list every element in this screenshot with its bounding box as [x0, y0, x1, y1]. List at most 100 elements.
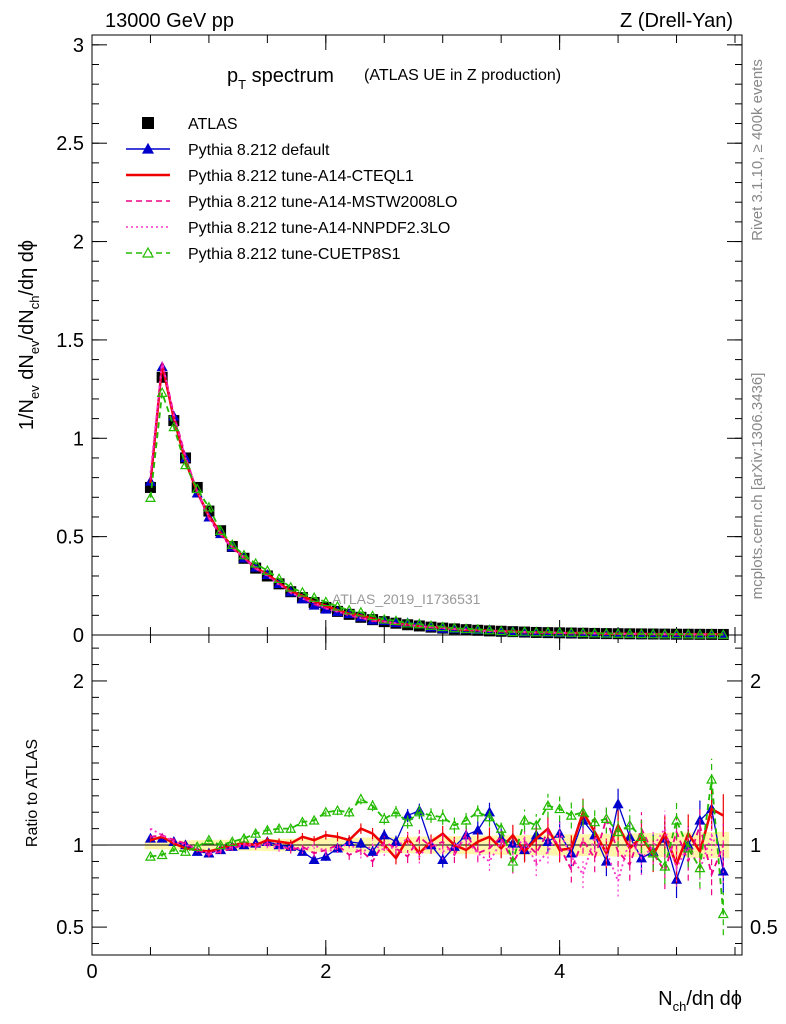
cuetp8s1-data-point — [378, 613, 390, 624]
top-axis-ticks: 0 0.5 1 1.5 2 2.5 3 — [56, 35, 742, 647]
legend-entry-1: Pythia 8.212 default — [126, 142, 330, 159]
legend-entry-3: Pythia 8.212 tune-A14-MSTW2008LO — [126, 194, 457, 211]
xtick-label: 0 — [86, 961, 97, 983]
cuetp8s1-ratio-point — [413, 806, 425, 817]
cuetp8s1-data-point — [250, 557, 262, 568]
cuetp8s1-ratio-point — [542, 799, 554, 810]
cuetp8s1-ratio-point — [589, 816, 601, 827]
default-ratio-point — [612, 798, 624, 809]
cuetp8s1-data-point — [273, 573, 285, 583]
cuetp8s1-data-point — [671, 628, 683, 639]
default-ratio-point — [320, 850, 332, 861]
cuetp8s1-data-point — [238, 549, 250, 560]
cuetp8s1-ratio-point — [285, 822, 297, 833]
bottom-ytick-label-right: 1 — [750, 835, 761, 857]
cuetp8s1-data-point — [367, 610, 379, 621]
cuetp8s1-ratio-point — [448, 819, 460, 830]
legend-marker-square — [142, 117, 154, 129]
cuetp8s1-ratio-point — [343, 806, 355, 817]
cuetp8s1-ratio-point — [261, 824, 273, 835]
ratio-series-line — [150, 815, 725, 878]
bottom-ytick-label-right: 0.5 — [750, 917, 778, 939]
bottom-ytick-label-left: 1 — [73, 835, 84, 857]
cuetp8s1-ratio-point — [554, 803, 566, 814]
cuetp8s1-ratio-point — [472, 806, 484, 817]
legend-entry-2: Pythia 8.212 tune-A14-CTEQL1 — [126, 168, 414, 185]
ylabel-sub1: ev — [27, 385, 42, 399]
cuetp8s1-ratio-point — [355, 793, 367, 804]
legend-label: Pythia 8.212 tune-A14-NNPDF2.3LO — [188, 220, 450, 237]
cuetp8s1-ratio-point — [706, 773, 718, 784]
cuetp8s1-ratio-point — [671, 814, 683, 825]
bottom-ytick-label-left: 2 — [73, 671, 84, 693]
cuetp8s1-data-point — [554, 626, 566, 637]
bottom-axis-ticks: 0.5 0.5 1 1 2 2 — [56, 647, 778, 945]
cuetp8s1-data-point — [635, 628, 647, 639]
cuetp8s1-data-point — [530, 626, 542, 637]
ylabel-sub2: ev — [27, 340, 42, 354]
xlabel-part1: N — [658, 988, 672, 1010]
chart-title-note: (ATLAS UE in Z production) — [364, 67, 561, 84]
rivet-version-label: Rivet 3.1.10, ≥ 400k events — [749, 59, 766, 241]
default-ratio-point — [355, 837, 367, 848]
cuetp8s1-ratio-point — [296, 816, 308, 827]
cuetp8s1-ratio-point — [203, 834, 215, 845]
top-ytick-label: 0.5 — [56, 527, 84, 549]
legend-marker-open-triangle — [141, 246, 155, 258]
cuetp8s1-data-point — [425, 619, 437, 630]
cuetp8s1-data-point — [390, 615, 402, 626]
cuetp8s1-data-point — [331, 600, 344, 611]
cuetp8s1-data-point — [226, 538, 238, 549]
default-ratio-point — [308, 854, 320, 865]
legend-entry-0: ATLAS — [142, 116, 238, 133]
cuetp8s1-data-point — [706, 628, 718, 639]
legend: ATLAS Pythia 8.212 default Pythia 8.212 tu… — [126, 116, 457, 263]
cuetp8s1-ratio-point — [390, 806, 402, 817]
bottom-ytick-label-right: 2 — [750, 671, 761, 693]
cuetp8s1-data-point — [180, 459, 192, 470]
cuetp8s1-data-point — [659, 628, 671, 639]
cuetp8s1-data-point — [565, 626, 577, 637]
chart-title-main: p — [227, 65, 238, 87]
legend-label: Pythia 8.212 tune-A14-CTEQL1 — [188, 168, 414, 185]
ratio-series-line — [150, 826, 725, 884]
cuetp8s1-ratio-point — [507, 855, 519, 866]
cuetp8s1-data-point — [612, 627, 624, 638]
atlas-data-point — [144, 481, 156, 493]
cuetp8s1-data-point — [308, 591, 320, 602]
legend-entry-5: Pythia 8.212 tune-CUETP8S1 — [126, 246, 401, 263]
cuetp8s1-data-point — [589, 627, 601, 638]
cuetp8s1-ratio-point — [168, 844, 180, 855]
cuetp8s1-data-point — [413, 618, 425, 629]
cuetp8s1-ratio-point — [612, 826, 624, 837]
cuetp8s1-ratio-point — [577, 806, 589, 817]
cuetp8s1-ratio-point — [425, 809, 437, 820]
bottom-ytick-label-left: 0.5 — [56, 917, 84, 939]
x-axis-label: Nch/dη dϕ — [658, 988, 742, 1014]
cuetp8s1-ratio-point — [717, 908, 729, 919]
chart-title: pT spectrum — [227, 65, 334, 92]
header-left-label: 13000 GeV pp — [105, 10, 234, 32]
cuetp8s1-ratio-point — [565, 809, 577, 820]
cuetp8s1-ratio-point — [647, 847, 659, 858]
cuetp8s1-data-point — [343, 604, 355, 615]
default-ratio-point — [472, 824, 484, 835]
cuetp8s1-ratio-point — [437, 811, 449, 822]
ylabel-part2: dN — [16, 354, 38, 385]
cuetp8s1-ratio-point — [659, 860, 671, 871]
cuetp8s1-data-point — [519, 625, 531, 636]
bottom-panel — [91, 634, 743, 956]
default-ratio-point — [296, 845, 308, 856]
mcplots-label: mcplots.cern.ch [arXiv:1306.3436] — [749, 373, 766, 600]
bottom-y-axis-label: Ratio to ATLAS — [24, 739, 41, 847]
xtick-label: 4 — [554, 961, 565, 983]
cuetp8s1-data-point — [320, 596, 332, 607]
top-y-axis-label: 1/Nev dNev/dNch/dη dϕ — [16, 240, 42, 430]
ratio-series-line — [150, 807, 724, 869]
series-5 — [144, 387, 729, 639]
top-ytick-label: 3 — [73, 35, 84, 57]
cuetp8s1-ratio-point — [694, 862, 706, 873]
cuetp8s1-ratio-point — [156, 849, 168, 860]
legend-marker-triangle — [141, 142, 155, 154]
ratio-series-5 — [144, 758, 729, 936]
